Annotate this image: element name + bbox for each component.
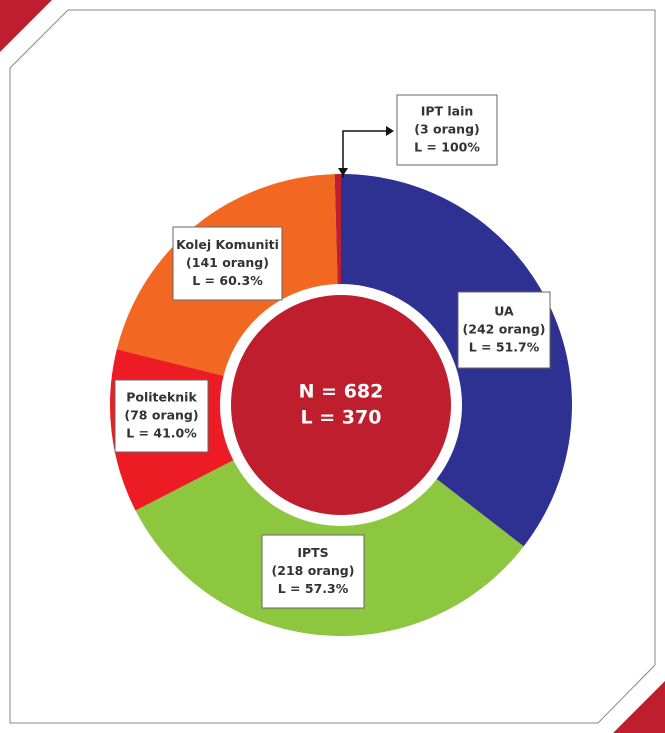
corner-decoration xyxy=(0,0,52,52)
arrow-head xyxy=(386,126,394,136)
value-label: (242 orang) xyxy=(463,322,546,337)
value-label: (78 orang) xyxy=(124,408,198,423)
category-label: Kolej Komuniti xyxy=(176,237,279,252)
label-box xyxy=(396,94,498,166)
annotation: L = 57.3% xyxy=(278,581,349,596)
category-label: IPTS xyxy=(297,545,328,560)
category-label: Politeknik xyxy=(126,390,197,405)
annotation: L = 60.3% xyxy=(192,273,263,288)
value-label: (218 orang) xyxy=(272,563,355,578)
label-box xyxy=(114,379,209,453)
value-label: (141 orang) xyxy=(186,255,269,270)
label-box xyxy=(172,226,283,301)
value-label: (3 orang) xyxy=(414,122,480,137)
center-label: N = 682 xyxy=(299,381,384,403)
corner-decoration xyxy=(613,681,665,733)
annotation: L = 100% xyxy=(414,140,480,155)
annotation: L = 41.0% xyxy=(126,426,197,441)
frame xyxy=(9,9,656,724)
center-label: L = 370 xyxy=(301,407,382,429)
category-label: UA xyxy=(494,304,514,319)
center-circle xyxy=(231,295,451,515)
arrow-head xyxy=(338,168,348,176)
wedge xyxy=(341,174,572,547)
category-label: IPT lain xyxy=(421,104,474,119)
annotation: L = 51.7% xyxy=(469,340,540,355)
label-box xyxy=(261,534,365,609)
pointer-arrow xyxy=(342,130,388,178)
label-box xyxy=(457,291,551,369)
